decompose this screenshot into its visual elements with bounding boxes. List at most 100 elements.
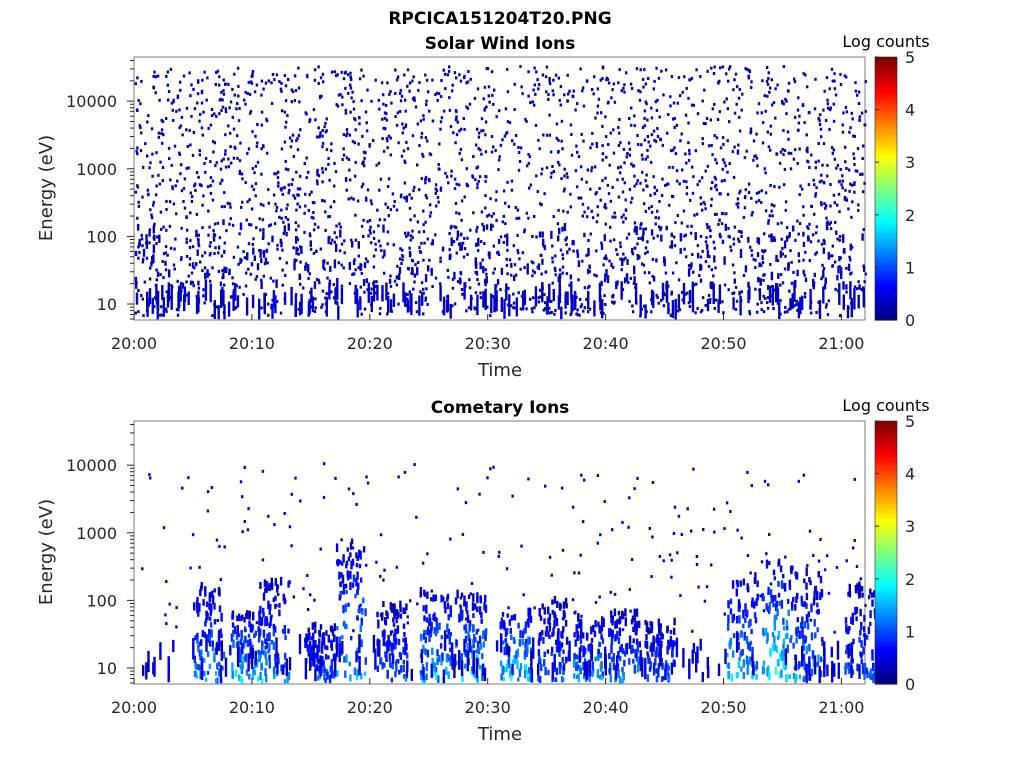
spectrogram-cell: [394, 115, 397, 119]
spectrogram-cell: [272, 641, 275, 650]
spectrogram-cell: [749, 130, 753, 133]
spectrogram-cell: [718, 284, 722, 305]
spectrogram-cell: [386, 146, 389, 150]
spectrogram-cell: [349, 75, 352, 79]
spectrogram-cell: [139, 149, 143, 153]
spectrogram-cell: [665, 225, 668, 231]
spectrogram-cell: [478, 492, 481, 496]
spectrogram-cell: [775, 152, 778, 156]
spectrogram-cell: [746, 470, 749, 474]
spectrogram-cell: [363, 262, 367, 269]
spectrogram-cell: [590, 166, 594, 170]
spectrogram-cell: [766, 130, 769, 134]
spectrogram-cell: [692, 467, 695, 471]
spectrogram-cell: [662, 676, 665, 681]
spectrogram-cell: [236, 134, 239, 138]
spectrogram-cell: [657, 76, 661, 80]
spectrogram-cell: [425, 662, 428, 671]
spectrogram-cell: [372, 280, 376, 284]
spectrogram-cell: [756, 252, 760, 258]
spectrogram-cell: [402, 282, 405, 303]
spectrogram-cell: [137, 310, 140, 314]
spectrogram-cell: [737, 641, 740, 651]
spectrogram-cell: [524, 638, 528, 644]
spectrogram-cell: [781, 147, 784, 151]
spectrogram-cell: [562, 663, 566, 671]
spectrogram-cell: [791, 605, 794, 611]
spectrogram-cell: [601, 65, 605, 69]
spectrogram-cell: [513, 82, 516, 86]
spectrogram-cell: [503, 646, 506, 656]
spectrogram-cell: [374, 284, 377, 288]
spectrogram-cell: [805, 645, 808, 655]
spectrogram-cell: [676, 214, 679, 217]
spectrogram-cell: [523, 289, 527, 305]
spectrogram-cell: [437, 167, 440, 171]
spectrogram-cell: [547, 606, 550, 615]
spectrogram-cell: [699, 75, 702, 79]
spectrogram-cell: [365, 278, 369, 283]
spectrogram-cell: [460, 127, 463, 131]
spectrogram-cell: [557, 235, 560, 242]
spectrogram-cell: [794, 148, 797, 152]
spectrogram-cell: [864, 80, 867, 84]
spectrogram-cell: [655, 109, 659, 112]
spectrogram-cell: [532, 296, 535, 300]
spectrogram-cell: [591, 661, 594, 670]
spectrogram-cell: [414, 263, 417, 267]
spectrogram-cell: [695, 563, 699, 566]
spectrogram-cell: [218, 236, 222, 240]
spectrogram-cell: [495, 190, 498, 194]
spectrogram-cell: [219, 641, 222, 646]
spectrogram-cell: [350, 538, 354, 545]
spectrogram-cell: [173, 247, 176, 251]
spectrogram-cell: [506, 90, 510, 94]
spectrogram-cell: [522, 290, 525, 311]
spectrogram-cell: [178, 285, 181, 308]
spectrogram-cell: [561, 265, 565, 269]
spectrogram-cell: [710, 268, 713, 272]
spectrogram-cell: [251, 674, 254, 681]
spectrogram-cell: [537, 87, 540, 91]
spectrogram-cell: [823, 283, 827, 290]
spectrogram-cell: [197, 80, 200, 84]
spectrogram-cell: [510, 634, 513, 640]
spectrogram-cell: [273, 172, 276, 176]
spectrogram-cell: [516, 648, 520, 658]
spectrogram-cell: [774, 87, 777, 91]
spectrogram-cell: [767, 77, 770, 81]
spectrogram-cell: [534, 123, 538, 127]
cometary-title: Cometary Ions: [431, 398, 570, 418]
spectrogram-cell: [861, 172, 864, 176]
spectrogram-cell: [211, 266, 214, 270]
spectrogram-cell: [492, 102, 495, 106]
spectrogram-cell: [431, 119, 435, 123]
spectrogram-cell: [381, 285, 384, 302]
spectrogram-cell: [816, 662, 820, 667]
spectrogram-cell: [427, 265, 430, 272]
spectrogram-cell: [777, 592, 781, 598]
spectrogram-cell: [329, 265, 332, 272]
spectrogram-cell: [734, 72, 738, 76]
spectrogram-cell: [851, 617, 854, 625]
spectrogram-cell: [860, 659, 863, 665]
spectrogram-cell: [525, 664, 528, 669]
spectrogram-cell: [466, 610, 469, 615]
spectrogram-cell: [194, 663, 198, 670]
spectrogram-cell: [474, 270, 477, 274]
spectrogram-cell: [270, 640, 274, 645]
spectrogram-cell: [561, 271, 564, 275]
spectrogram-cell: [527, 70, 530, 74]
spectrogram-cell: [251, 294, 255, 309]
spectrogram-cell: [769, 148, 772, 152]
spectrogram-cell: [806, 146, 809, 150]
spectrogram-cell: [613, 100, 617, 104]
colorbar-segment: [875, 60, 897, 65]
spectrogram-cell: [543, 293, 546, 297]
spectrogram-cell: [231, 612, 234, 620]
spectrogram-cell: [316, 647, 319, 654]
spectrogram-cell: [479, 643, 483, 650]
spectrogram-cell: [228, 106, 231, 110]
spectrogram-cell: [354, 128, 357, 132]
spectrogram-cell: [136, 146, 139, 150]
